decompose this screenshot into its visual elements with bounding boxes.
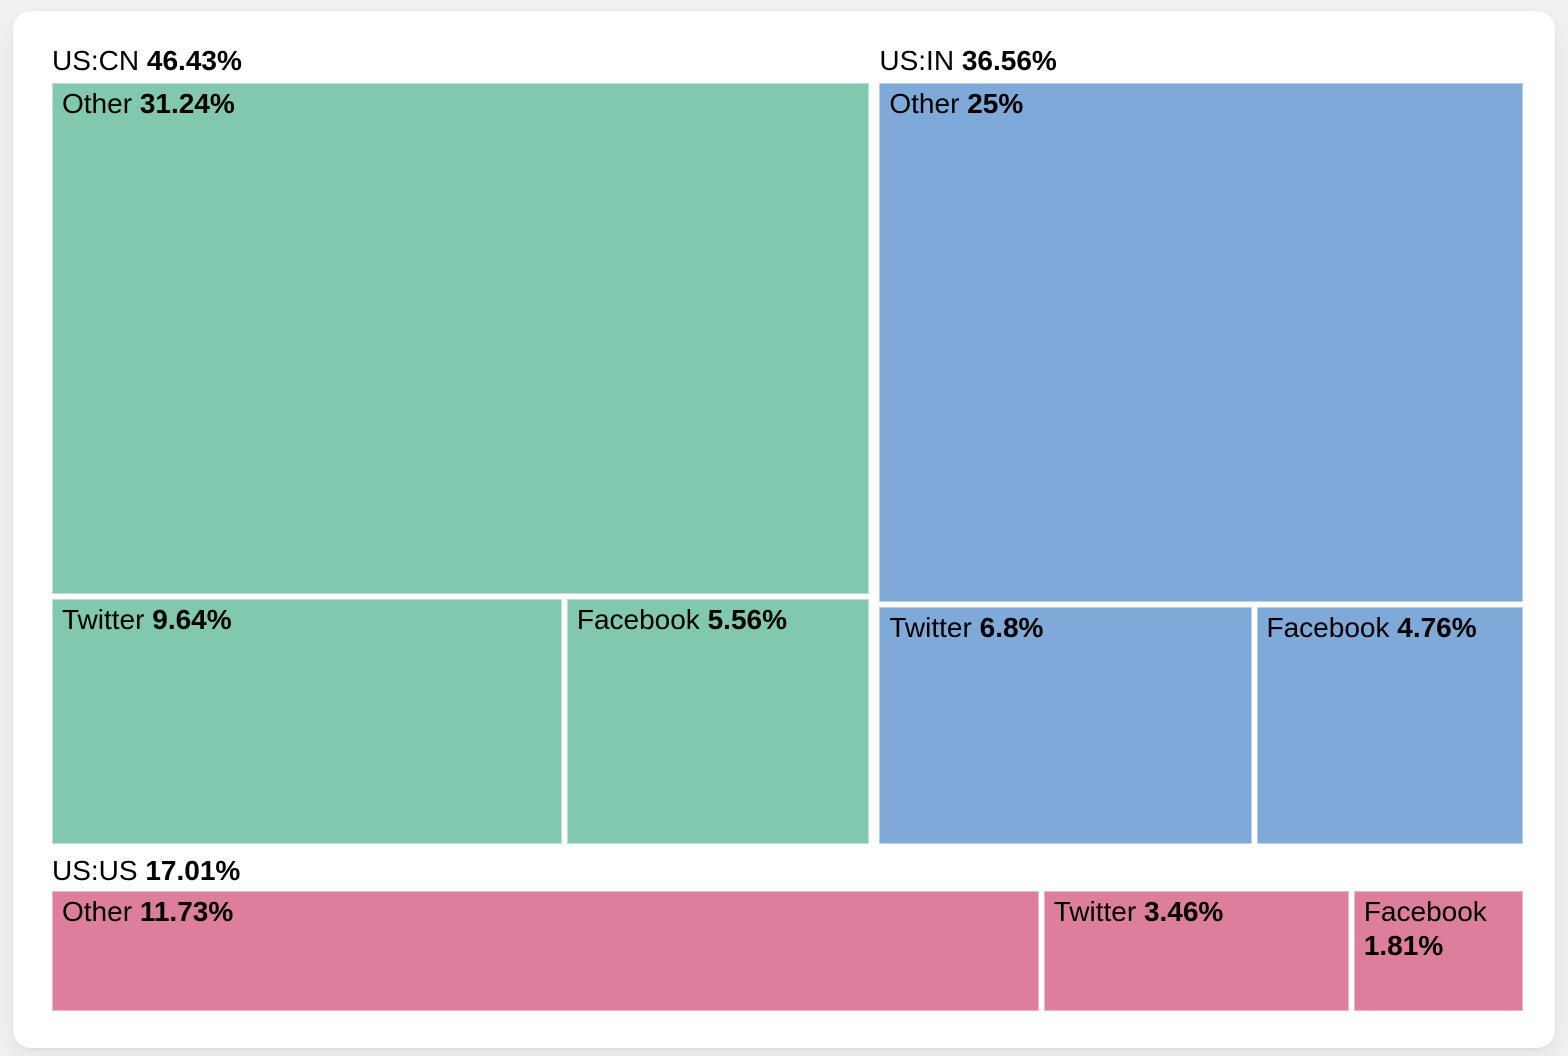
- treemap-cell-us-cn-other[interactable]: Other 31.24%: [52, 83, 870, 595]
- cell-label: Other: [889, 88, 960, 119]
- cell-percent: 3.46%: [1143, 896, 1224, 927]
- group-body-us-in: Other 25% Twitter 6.8% Facebook 4.76%: [879, 83, 1523, 844]
- treemap-cell-us-us-twitter[interactable]: Twitter 3.46%: [1043, 891, 1349, 1011]
- cell-percent: 4.76%: [1397, 612, 1477, 644]
- cell-label: Facebook: [576, 604, 700, 636]
- group-label: US:IN: [879, 45, 955, 76]
- cell-label: Other: [62, 896, 133, 927]
- group-subrow-us-cn: Twitter 9.64% Facebook 5.56%: [52, 599, 870, 844]
- group-subrow-us-us: Other 11.73% Twitter 3.46% Facebook 1.81…: [52, 891, 1523, 1011]
- treemap-group-us-cn: US:CN 46.43% Other 31.24% Twitter 9.64%: [52, 40, 870, 844]
- group-subrow-us-in: Twitter 6.8% Facebook 4.76%: [879, 607, 1523, 844]
- treemap-chart: US:CN 46.43% Other 31.24% Twitter 9.64%: [52, 40, 1523, 1011]
- treemap-top-row: US:CN 46.43% Other 31.24% Twitter 9.64%: [52, 40, 1523, 844]
- group-body-us-cn: Other 31.24% Twitter 9.64% Facebook 5.56…: [52, 83, 870, 844]
- cell-label: Twitter: [1053, 896, 1137, 927]
- treemap-cell-us-in-facebook[interactable]: Facebook 4.76%: [1256, 607, 1523, 844]
- cell-percent: 1.81%: [1363, 930, 1444, 961]
- cell-percent: 6.8%: [979, 612, 1044, 644]
- group-percent: 17.01%: [145, 855, 241, 886]
- treemap-card: US:CN 46.43% Other 31.24% Twitter 9.64%: [13, 11, 1555, 1048]
- group-label: US:US: [52, 855, 138, 886]
- group-percent: 36.56%: [961, 45, 1057, 76]
- group-header-us-in[interactable]: US:IN 36.56%: [879, 40, 1523, 83]
- cell-percent: 9.64%: [152, 604, 232, 636]
- cell-percent: 5.56%: [707, 604, 787, 636]
- treemap-group-us-in: US:IN 36.56% Other 25% Twitter 6.8%: [879, 40, 1523, 844]
- treemap-cell-us-in-twitter[interactable]: Twitter 6.8%: [879, 607, 1252, 844]
- group-header-us-cn[interactable]: US:CN 46.43%: [52, 40, 869, 83]
- cell-label: Facebook: [1266, 612, 1390, 644]
- treemap-group-us-us: US:US 17.01% Other 11.73% Twitter 3.46% …: [52, 844, 1523, 1011]
- cell-label: Other: [62, 88, 133, 119]
- group-header-us-us[interactable]: US:US 17.01%: [52, 844, 1523, 891]
- treemap-cell-us-us-other[interactable]: Other 11.73%: [52, 891, 1039, 1011]
- cell-label: Twitter: [62, 604, 145, 636]
- cell-percent: 11.73%: [139, 896, 234, 927]
- cell-percent: 31.24%: [139, 88, 235, 119]
- group-label: US:CN: [52, 45, 140, 76]
- treemap-cell-us-in-other[interactable]: Other 25%: [879, 83, 1523, 603]
- cell-percent: 25%: [967, 88, 1024, 119]
- treemap-cell-us-us-facebook[interactable]: Facebook 1.81%: [1353, 891, 1523, 1011]
- treemap-cell-us-cn-facebook[interactable]: Facebook 5.56%: [566, 599, 870, 844]
- treemap-cell-us-cn-twitter[interactable]: Twitter 9.64%: [52, 599, 562, 844]
- group-percent: 46.43%: [146, 45, 242, 76]
- cell-label: Twitter: [889, 612, 972, 644]
- cell-label: Facebook: [1363, 896, 1487, 927]
